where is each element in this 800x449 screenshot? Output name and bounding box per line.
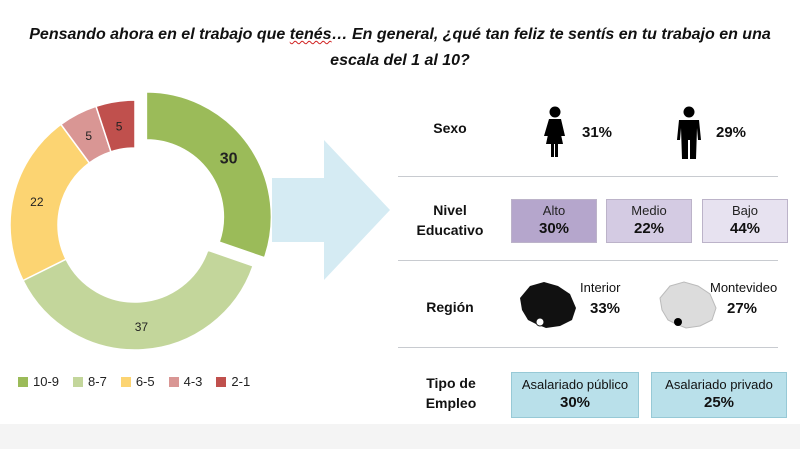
legend-swatch	[18, 376, 28, 387]
male-percent: 29%	[716, 124, 747, 141]
empleo-box-privado: Asalariado privado 25%	[651, 372, 787, 418]
donut-slice-2-1	[95, 99, 136, 153]
region-percent-interior: 33%	[590, 300, 621, 317]
region-name-montevideo: Montevideo	[710, 280, 778, 295]
female-icon	[544, 106, 565, 157]
donut-label-10-9: 30	[220, 150, 238, 167]
male-icon	[677, 106, 701, 159]
edu-box-alto: Alto 30%	[511, 199, 597, 243]
donut-label-6-5: 22	[30, 195, 44, 209]
tipo-empleo-label: Tipo de Empleo	[425, 375, 477, 411]
uruguay-map-montevideo-icon	[659, 281, 717, 329]
row-separator	[398, 176, 778, 177]
edu-box-medio: Medio 22%	[606, 199, 692, 243]
chart-legend: 10-9 8-7 6-5 4-3 2-1	[18, 374, 250, 389]
donut-slice-8-7	[21, 249, 255, 351]
legend-label: 10-9	[33, 374, 60, 389]
sexo-label: Sexo	[433, 120, 467, 136]
donut-label-4-3: 5	[85, 129, 92, 143]
legend-item-2-1: 2-1	[216, 374, 250, 389]
nivel-educativo-label: Nivel Educativo	[416, 202, 484, 238]
footer-bar	[0, 424, 800, 449]
legend-swatch	[73, 376, 84, 387]
legend-label: 8-7	[88, 374, 107, 389]
legend-swatch	[120, 376, 131, 387]
page-title: Pensando ahora en el trabajo que tenés… …	[29, 26, 771, 69]
legend-label: 6-5	[135, 374, 155, 389]
uruguay-map-interior-icon	[520, 282, 576, 328]
female-percent: 31%	[582, 124, 613, 141]
right-arrow-icon	[272, 140, 390, 280]
legend-item-6-5: 6-5	[120, 374, 155, 389]
spellcheck-underlined-word: tenés	[289, 26, 332, 43]
region-label: Región	[426, 299, 474, 315]
donut-label-8-7: 37	[135, 320, 149, 334]
donut-slice-10-9	[145, 91, 273, 259]
legend-item-8-7: 8-7	[73, 374, 107, 389]
row-separator	[398, 347, 778, 348]
donut-label-2-1: 5	[116, 119, 123, 133]
legend-swatch	[216, 376, 227, 387]
region-percent-montevideo: 27%	[727, 300, 758, 317]
legend-item-10-9: 10-9	[18, 374, 59, 389]
empleo-box-publico: Asalariado público 30%	[511, 372, 639, 418]
legend-swatch	[168, 376, 179, 387]
edu-box-bajo: Bajo 44%	[702, 199, 788, 243]
legend-label: 2-1	[231, 374, 251, 389]
row-separator	[398, 260, 778, 261]
legend-label: 4-3	[183, 374, 203, 389]
donut-chart: 30 37 22 5 5	[9, 91, 273, 351]
legend-item-4-3: 4-3	[168, 374, 203, 389]
region-name-interior: Interior	[580, 280, 621, 295]
